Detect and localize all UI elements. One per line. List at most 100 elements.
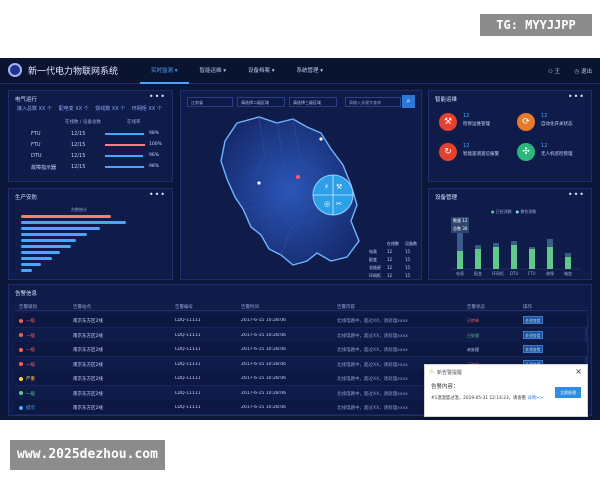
nav-system[interactable]: 系统管理 ▾ bbox=[296, 68, 324, 74]
close-icon[interactable]: × bbox=[575, 367, 582, 376]
production-bar-row bbox=[21, 239, 161, 243]
bar-detected[interactable] bbox=[547, 247, 553, 269]
search-input[interactable]: 请输入关键字查询 bbox=[345, 97, 401, 107]
search-icon[interactable]: ⌕ bbox=[402, 95, 415, 108]
region2-select[interactable]: 请选择二级区域 bbox=[237, 97, 285, 107]
production-bar[interactable] bbox=[21, 215, 112, 218]
nav-realtime[interactable]: 实时监测 ▾ bbox=[140, 58, 189, 84]
alert-site: 南京东方区2线 bbox=[73, 391, 103, 397]
online-rate-fill bbox=[105, 144, 145, 146]
map-region[interactable] bbox=[220, 116, 360, 266]
online-rate-bar bbox=[105, 155, 145, 157]
header-cell: 操作 bbox=[523, 305, 532, 310]
alert-toast: ⚠ 新告警提醒 × 告警内容： #1温湿度过温，2019-05-31 12:14… bbox=[424, 364, 588, 417]
production-bar[interactable] bbox=[21, 245, 71, 248]
region-name: 电表 bbox=[369, 249, 377, 254]
province-select[interactable]: 江苏省 bbox=[187, 97, 233, 107]
header-cell: 告警站点 bbox=[73, 305, 91, 310]
level-dot-icon bbox=[19, 405, 23, 410]
alert-content: 北线电路中，超过XX，请处理xxxx bbox=[337, 391, 408, 397]
table-row[interactable]: 一级 南京东方区2线 LDQ-11111 2017-6-15 10:28:06 北线电路… bbox=[15, 313, 587, 328]
tick-label: 电表 bbox=[456, 270, 464, 276]
legend-item: 需检测数 bbox=[520, 209, 537, 214]
power-legend: 接入总数 XX 个 配电变 XX 个 馈线数 XX 个 环网柜 XX 个 bbox=[17, 105, 167, 112]
production-bar[interactable] bbox=[21, 233, 87, 236]
online-rate-bar bbox=[105, 166, 145, 168]
header-cell: 告警内容 bbox=[337, 305, 355, 310]
smart-item-label: 无人机巡检管理 bbox=[541, 152, 573, 157]
table-row[interactable]: 一级 南京东方区2线 LDQ-11111 2017-6-15 10:28:06 北线电路… bbox=[15, 342, 587, 357]
alert-code: LDQ-11111 bbox=[175, 318, 201, 323]
smart-item[interactable]: ⟳ 12 自动化开关状态 bbox=[517, 113, 595, 133]
alert-status: 已处理 bbox=[467, 332, 479, 338]
province-map[interactable]: ⚡ ⚒ ◎ ✂ bbox=[181, 109, 423, 279]
map-marker[interactable] bbox=[257, 181, 261, 185]
alert-level: 严重 bbox=[19, 376, 35, 382]
map-marker[interactable] bbox=[319, 137, 323, 141]
handle-view-button[interactable]: 处理查看 bbox=[523, 316, 543, 324]
bar-detected[interactable] bbox=[529, 249, 535, 269]
nav-device-archive[interactable]: 设备档案 ▾ bbox=[248, 68, 275, 74]
legend-item: 接入总数 XX 个 bbox=[17, 106, 53, 112]
user-menu[interactable]: ⚇ 王 bbox=[547, 69, 560, 75]
production-bar[interactable] bbox=[21, 239, 76, 242]
production-bar[interactable] bbox=[21, 221, 126, 224]
header-cell: 在线数 bbox=[387, 241, 399, 246]
alert-level: 提示 bbox=[19, 405, 35, 411]
production-bar-row bbox=[21, 227, 161, 231]
exit-button[interactable]: ◷ 退出 bbox=[574, 69, 592, 75]
production-bar[interactable] bbox=[21, 257, 52, 260]
alert-level-text: 一级 bbox=[26, 333, 35, 339]
smart-item-count: 12 bbox=[541, 143, 548, 149]
smart-item[interactable]: ✣ 12 无人机巡检管理 bbox=[517, 143, 595, 163]
details-link[interactable]: 详情>> bbox=[527, 396, 544, 401]
count-badge: 数量 12 bbox=[451, 217, 470, 225]
map-stats-row: 环网柜 12 15 bbox=[369, 273, 417, 281]
nav-maintenance[interactable]: 智能运维 ▾ bbox=[199, 68, 227, 74]
region-name: 环网柜 bbox=[369, 273, 381, 278]
alerts-scrollbar[interactable] bbox=[585, 315, 588, 407]
device-count: 15 bbox=[405, 273, 411, 278]
region3-select[interactable]: 请选择三级区域 bbox=[289, 97, 337, 107]
handle-now-button[interactable]: 立即处理 bbox=[555, 387, 581, 398]
main-nav: 实时监测 ▾ 智能运维 ▾ 设备档案 ▾ 系统管理 ▾ bbox=[140, 58, 334, 84]
alert-content: 北线电路中，超过XX，请处理xxxx bbox=[337, 333, 408, 339]
more-icon[interactable]: ••• bbox=[567, 190, 585, 199]
more-icon[interactable]: ••• bbox=[148, 92, 166, 101]
bar-detected[interactable] bbox=[475, 249, 481, 269]
production-bar[interactable] bbox=[21, 251, 60, 254]
bar-detected[interactable] bbox=[565, 257, 571, 269]
more-icon[interactable]: ••• bbox=[567, 92, 585, 101]
bar-detected[interactable] bbox=[493, 247, 499, 269]
bar-detected[interactable] bbox=[511, 245, 517, 269]
svg-text:⚒: ⚒ bbox=[336, 183, 342, 191]
map-action-ring[interactable]: ⚡ ⚒ ◎ ✂ bbox=[312, 174, 354, 216]
smart-item[interactable]: ⚒ 12 检修运维管理 bbox=[439, 113, 517, 133]
online-rate: 100% bbox=[149, 142, 162, 147]
alert-level-text: 一级 bbox=[26, 348, 35, 353]
online-rate: 98% bbox=[149, 131, 160, 136]
total-badge: 总数 36 bbox=[451, 225, 470, 233]
production-bar[interactable] bbox=[21, 227, 101, 230]
online-rate: 98% bbox=[149, 164, 160, 169]
handle-view-button[interactable]: 处理查看 bbox=[523, 345, 543, 353]
table-row[interactable]: 一级 南京东方区2线 LDQ-11111 2017-6-15 10:28:06 北线电路… bbox=[15, 328, 587, 343]
alert-status: 未处理 bbox=[467, 347, 479, 352]
alert-level-text: 一级 bbox=[26, 319, 35, 324]
header-cell: 告警状态 bbox=[467, 305, 485, 310]
alert-content: 北线电路中，超过XX，请处理xxxx bbox=[337, 362, 408, 368]
smart-item[interactable]: ↻ 12 智能遥测遥信报警 bbox=[439, 143, 517, 163]
panel-title: 设备管理 bbox=[435, 195, 458, 201]
production-bar[interactable] bbox=[21, 263, 41, 266]
online-rate-fill bbox=[105, 133, 145, 135]
handle-view-button[interactable]: 处理查看 bbox=[523, 330, 543, 339]
svg-text:⚡: ⚡ bbox=[324, 183, 329, 191]
more-icon[interactable]: ••• bbox=[148, 190, 166, 199]
map-marker[interactable] bbox=[296, 175, 300, 179]
bar-detected[interactable] bbox=[457, 251, 463, 269]
alert-content: 北线电路中，超过XX，请处理xxxx bbox=[337, 319, 408, 324]
cycle-icon: ⟳ bbox=[517, 113, 535, 131]
smart-ops-panel: 智能运维 ••• ⚒ 12 检修运维管理 ⟳ 12 自动化开关状态 ↻ 12 智能遥测遥信报警 ✣… bbox=[428, 90, 592, 182]
production-bar[interactable] bbox=[21, 269, 32, 272]
header-cell: 告警编号 bbox=[175, 305, 193, 310]
